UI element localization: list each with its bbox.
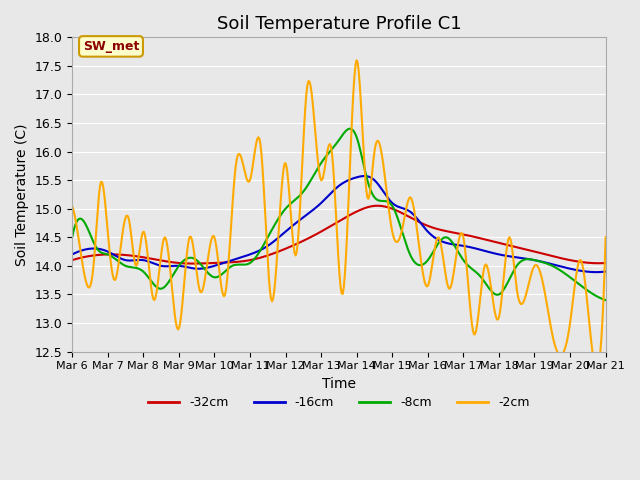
-8cm — [346, 126, 354, 132]
-2cm — [507, 236, 515, 242]
-16cm — [387, 199, 395, 204]
-32cm — [602, 260, 609, 266]
-8cm — [358, 154, 365, 160]
Line: -8cm: -8cm — [72, 129, 605, 300]
-32cm — [358, 206, 365, 212]
Line: -32cm: -32cm — [72, 206, 605, 264]
-8cm — [325, 150, 333, 156]
-8cm — [590, 292, 598, 298]
-2cm — [602, 234, 609, 240]
-2cm — [325, 143, 333, 148]
-16cm — [590, 269, 598, 275]
-32cm — [326, 224, 333, 229]
-8cm — [68, 234, 76, 240]
-8cm — [322, 154, 330, 160]
Text: SW_met: SW_met — [83, 40, 139, 53]
-16cm — [602, 269, 609, 275]
-2cm — [322, 160, 330, 166]
-32cm — [508, 243, 515, 249]
-32cm — [388, 206, 396, 212]
-2cm — [590, 359, 598, 364]
X-axis label: Time: Time — [322, 377, 356, 391]
Legend: -32cm, -16cm, -8cm, -2cm: -32cm, -16cm, -8cm, -2cm — [143, 391, 535, 414]
-16cm — [68, 252, 76, 257]
Title: Soil Temperature Profile C1: Soil Temperature Profile C1 — [216, 15, 461, 33]
-16cm — [507, 253, 515, 259]
-8cm — [507, 274, 515, 280]
-8cm — [602, 297, 609, 303]
-32cm — [591, 260, 599, 266]
Line: -16cm: -16cm — [72, 176, 605, 272]
-16cm — [322, 196, 330, 202]
-16cm — [357, 173, 365, 179]
-8cm — [387, 201, 395, 207]
-2cm — [353, 58, 360, 63]
-2cm — [358, 117, 365, 123]
-2cm — [593, 367, 601, 373]
Y-axis label: Soil Temperature (C): Soil Temperature (C) — [15, 123, 29, 266]
-2cm — [387, 220, 395, 226]
-32cm — [323, 226, 330, 231]
-16cm — [325, 192, 333, 198]
-16cm — [360, 173, 368, 179]
-32cm — [373, 203, 381, 209]
-32cm — [189, 261, 196, 266]
-2cm — [68, 203, 76, 209]
-32cm — [68, 257, 76, 263]
-16cm — [592, 269, 600, 275]
Line: -2cm: -2cm — [72, 60, 605, 370]
